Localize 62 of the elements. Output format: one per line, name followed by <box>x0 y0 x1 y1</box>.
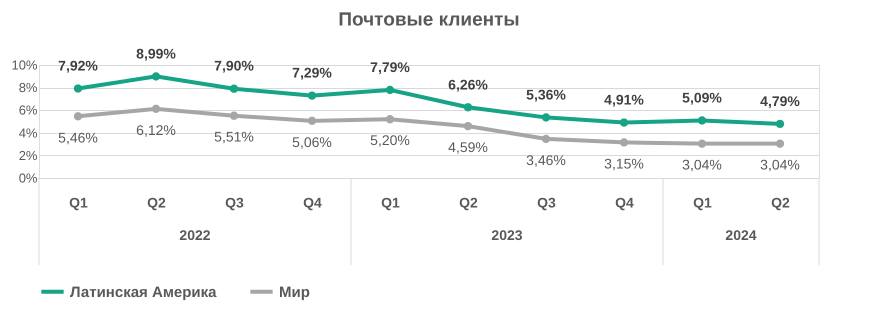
x-tick-label: Q2 <box>771 194 790 210</box>
point <box>152 104 160 114</box>
x-tick-label: Q1 <box>69 194 88 210</box>
point <box>386 115 394 124</box>
point <box>386 86 394 94</box>
data-label: 5,09% <box>682 89 722 106</box>
y-tick-label: 8% <box>18 80 38 96</box>
data-label: 5,36% <box>526 86 566 102</box>
point <box>542 134 550 144</box>
point <box>230 84 238 93</box>
point <box>698 116 706 125</box>
x-tick-label: Q2 <box>459 194 478 210</box>
x-tick-label: Q1 <box>693 194 712 210</box>
data-label: 5,51% <box>214 128 254 145</box>
text: 2024 <box>725 227 757 243</box>
point <box>698 139 706 148</box>
point <box>620 138 628 147</box>
point <box>620 118 628 127</box>
x-tick-label: Q4 <box>303 194 322 210</box>
data-label: 7,29% <box>292 64 332 81</box>
data-label: 4,91% <box>604 92 644 108</box>
data-label: 7,79% <box>370 58 410 75</box>
point <box>74 112 82 120</box>
data-label: 5,46% <box>58 129 98 146</box>
y-tick-label: 4% <box>18 125 38 140</box>
y-tick-label: 6% <box>18 102 38 118</box>
data-label: 3,46% <box>526 152 566 168</box>
x-tick-label: Q3 <box>225 194 244 210</box>
x-tick-label: Q3 <box>537 194 556 210</box>
point <box>464 122 472 130</box>
y-tick-label: 10% <box>11 58 38 72</box>
point <box>776 120 784 128</box>
legend-label: Мир <box>279 284 310 301</box>
x-tick-label: Q4 <box>615 194 634 210</box>
text: 2023 <box>491 227 523 243</box>
data-label: 3,15% <box>604 155 644 172</box>
y-tick-label: 0% <box>18 170 38 186</box>
point <box>542 113 550 122</box>
data-label: 4,59% <box>448 139 488 156</box>
data-label: 5,20% <box>370 132 410 148</box>
point <box>74 84 82 93</box>
y-tick-label: 2% <box>18 148 38 163</box>
data-label: 8,99% <box>136 45 176 62</box>
data-label: 5,06% <box>292 134 332 150</box>
point <box>308 116 316 125</box>
data-label: 7,90% <box>214 58 254 74</box>
x-tick-label: Q2 <box>147 194 166 210</box>
legend-label: Латинская Америка <box>70 284 218 301</box>
x-tick-label: Q1 <box>381 194 400 210</box>
point <box>152 72 160 81</box>
point <box>308 91 316 100</box>
data-label: 6,26% <box>448 76 488 92</box>
data-label: 4,79% <box>760 92 800 109</box>
chart-title: Почтовые клиенты <box>338 9 520 30</box>
point <box>776 139 784 148</box>
text: 2022 <box>179 227 211 243</box>
point <box>464 103 472 112</box>
data-label: 3,04% <box>682 156 722 173</box>
data-label: 7,92% <box>58 58 98 74</box>
data-label: 6,12% <box>136 122 176 138</box>
point <box>230 112 238 120</box>
data-label: 3,04% <box>760 156 800 173</box>
